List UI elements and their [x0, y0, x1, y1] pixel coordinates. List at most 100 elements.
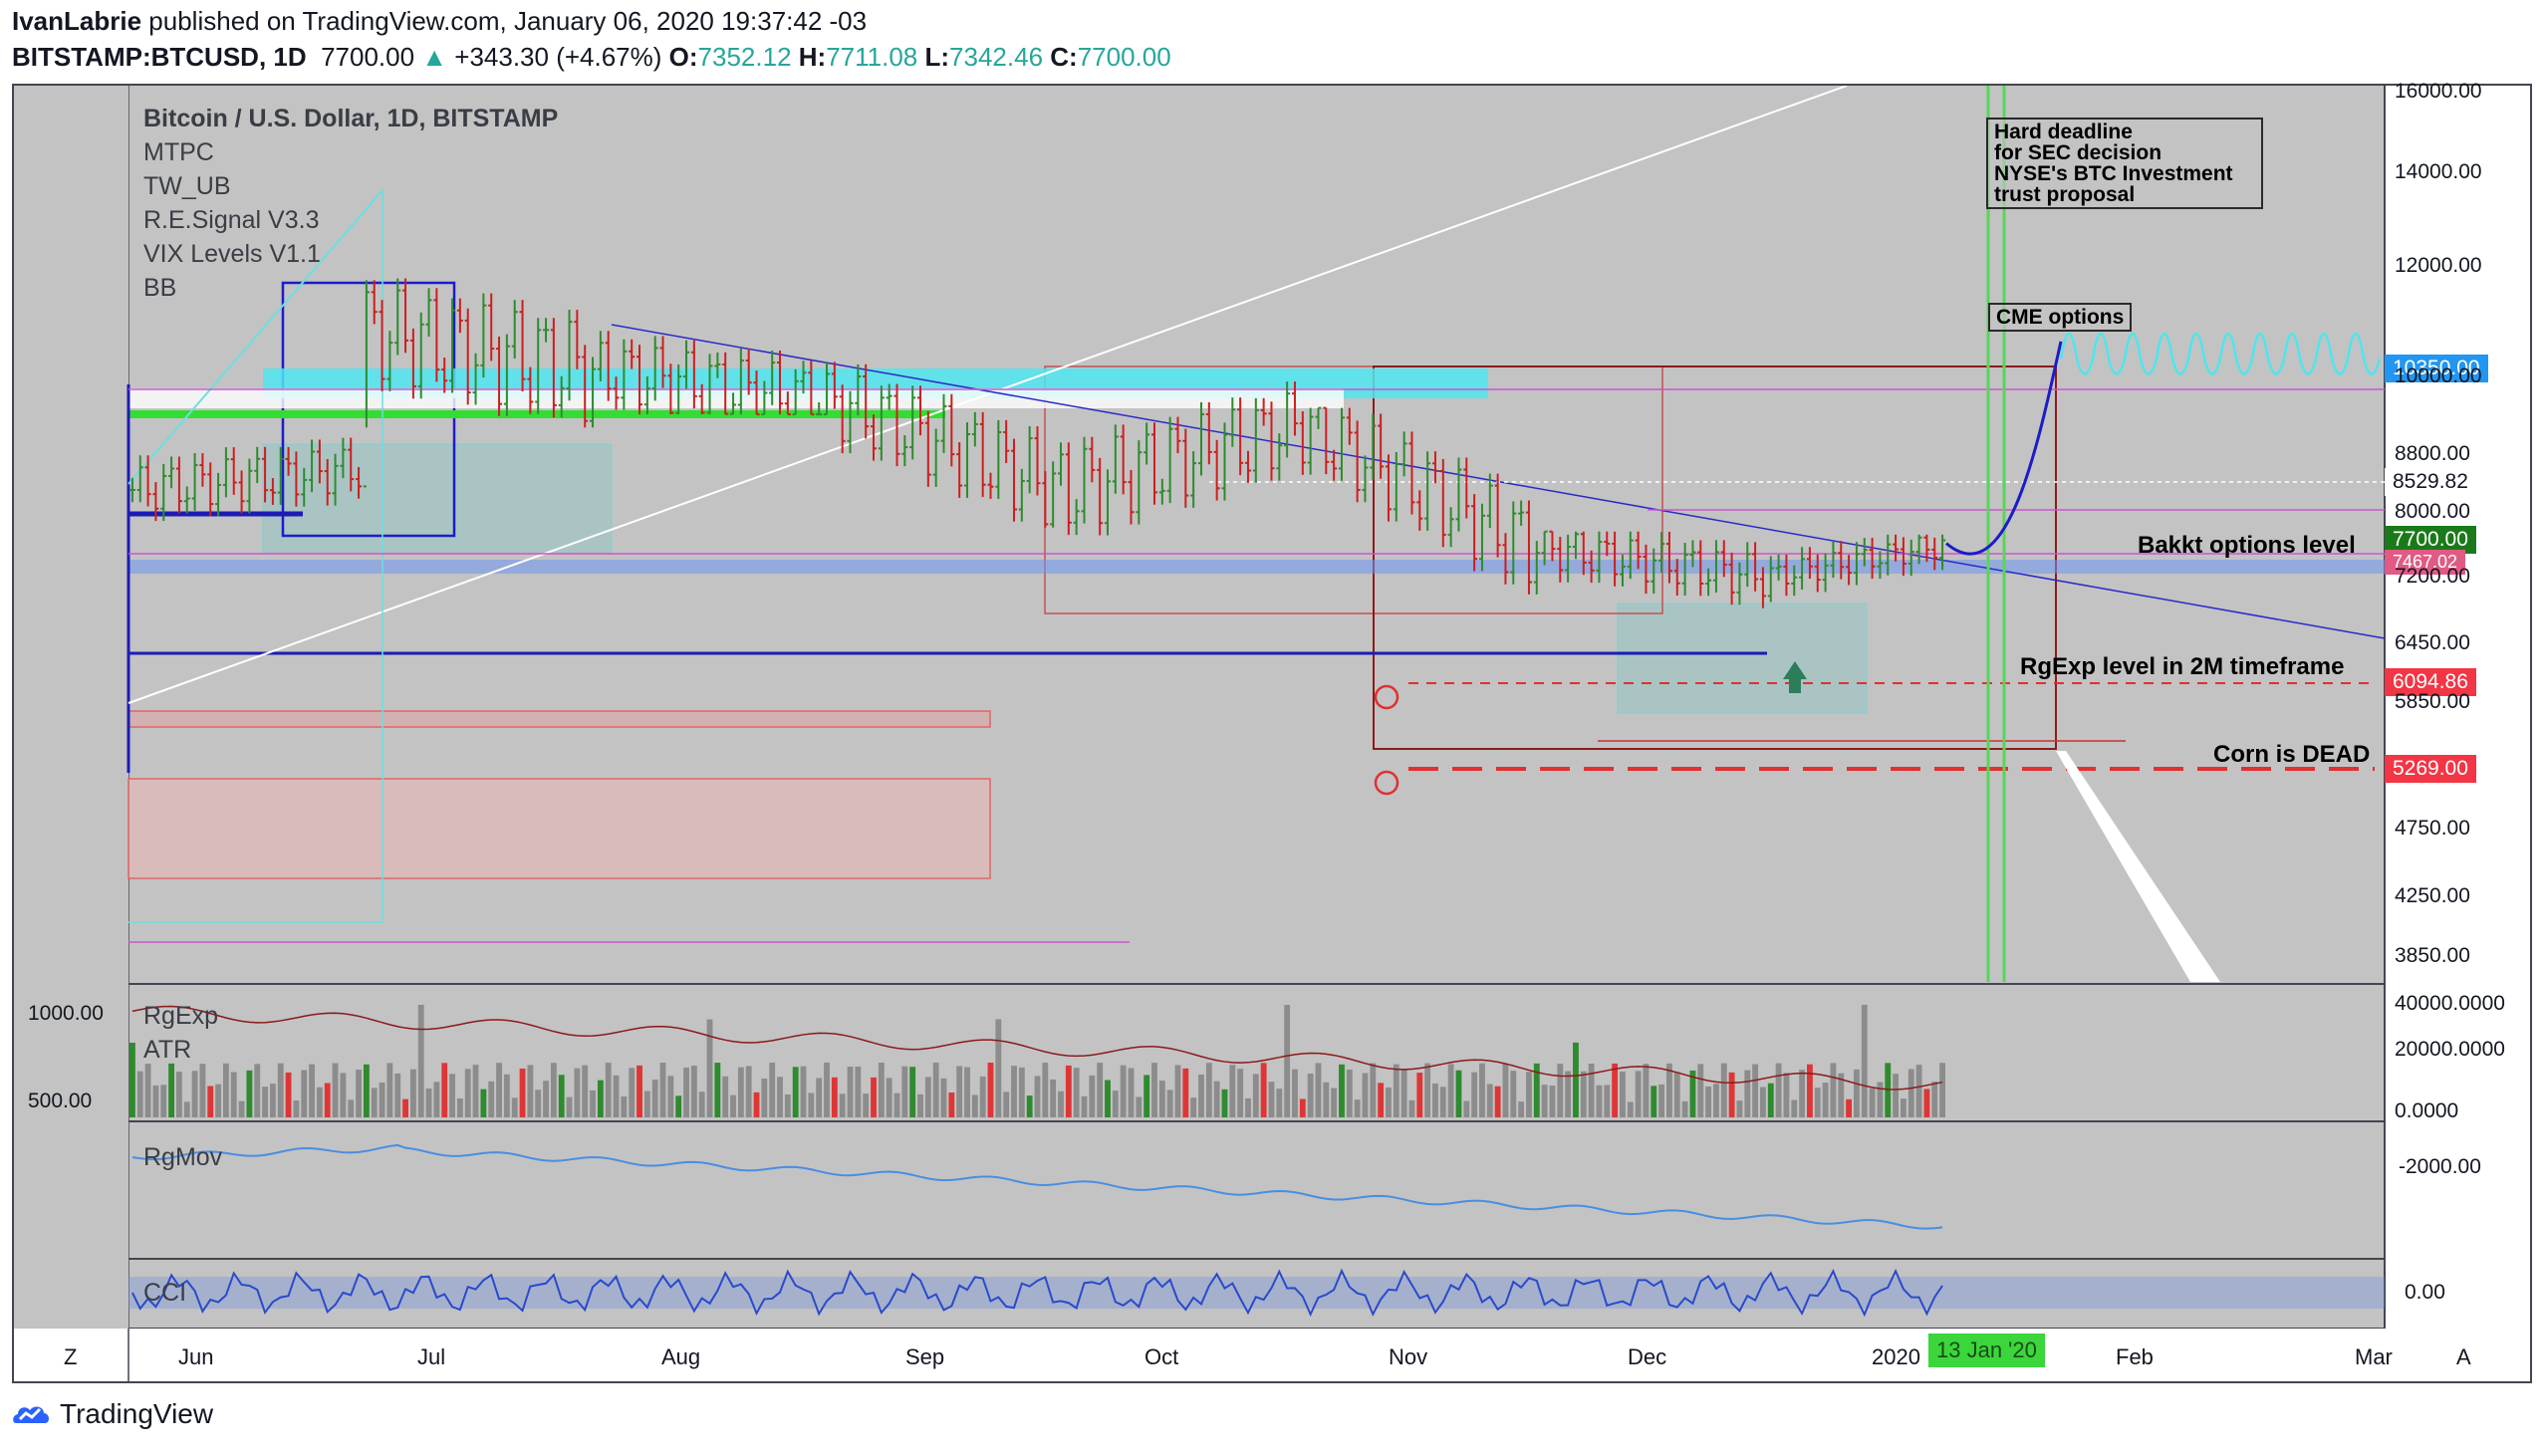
volume-bar	[519, 1068, 526, 1117]
volume-bar	[1292, 1069, 1298, 1117]
volume-bar	[1658, 1084, 1665, 1117]
volume-bar	[1198, 1074, 1204, 1117]
volume-bar	[816, 1078, 823, 1117]
volume-bar	[698, 1092, 705, 1117]
volume-bar	[1120, 1065, 1127, 1117]
volume-bar	[433, 1082, 440, 1117]
price-axis-label: 10000.00	[2395, 364, 2482, 388]
volume-axis-label: 0.0000	[2395, 1099, 2459, 1122]
volume-bar	[1073, 1068, 1080, 1117]
volume-bar	[409, 1069, 416, 1117]
volume-bar	[940, 1078, 947, 1117]
volume-bar	[1869, 1088, 1876, 1117]
time-axis-label: Oct	[1144, 1344, 1179, 1369]
volume-bar	[1822, 1083, 1829, 1117]
volume-bar	[535, 1090, 542, 1117]
volume-bar	[1331, 1088, 1338, 1117]
volume-bar	[230, 1072, 237, 1117]
volume-bar	[1939, 1063, 1945, 1117]
volume-bar	[964, 1067, 970, 1117]
volume-bar	[1166, 1090, 1173, 1117]
volume-bar	[488, 1081, 495, 1117]
volume-bar	[527, 1065, 534, 1117]
author-name[interactable]: IvanLabrie	[12, 6, 142, 36]
publish-info: published on TradingView.com, January 06…	[148, 6, 868, 36]
volume-bar	[1885, 1063, 1892, 1117]
volume-bar	[309, 1064, 315, 1117]
volume-bar	[761, 1079, 768, 1117]
volume-bar	[472, 1065, 479, 1117]
volume-bar	[1799, 1070, 1806, 1117]
volume-bar	[386, 1063, 393, 1117]
volume-bar	[1510, 1071, 1517, 1117]
volume-bar	[324, 1083, 331, 1117]
volume-bar	[1620, 1071, 1626, 1117]
time-axis-bg	[14, 1329, 2530, 1381]
volume-bar	[1689, 1070, 1696, 1117]
legend-indicator[interactable]: VIX Levels V1.1	[143, 240, 321, 268]
volume-bar	[1846, 1098, 1853, 1117]
volume-bar	[574, 1068, 581, 1117]
volume-bar	[199, 1064, 206, 1117]
bakkt-level-label[interactable]: Bakkt options level	[2138, 532, 2356, 559]
volume-bar	[1190, 1097, 1197, 1117]
volume-bar	[1276, 1089, 1283, 1117]
rgexp-level-label[interactable]: RgExp level in 2M timeframe	[2020, 653, 2345, 680]
tradingview-footer[interactable]: TradingView	[12, 1398, 213, 1430]
volume-bar	[1775, 1063, 1782, 1117]
rgmov-axis-label: -2000.00	[2399, 1155, 2481, 1178]
volume-bar	[651, 1080, 658, 1117]
time-axis-label: Jul	[417, 1344, 446, 1369]
volume-bar	[1042, 1063, 1049, 1117]
corner-right-button[interactable]: A	[2456, 1344, 2471, 1369]
sec-deadline-note[interactable]: Hard deadline for SEC decision NYSE's BT…	[1986, 118, 2263, 209]
legend-indicator[interactable]: R.E.Signal V3.3	[143, 206, 320, 234]
trend-line	[127, 189, 383, 485]
volume-bar	[1744, 1070, 1751, 1117]
atr-pane-label: ATR	[143, 1036, 192, 1064]
price-badge-10350: 10350.00	[2385, 355, 2488, 382]
volume-bar	[1128, 1068, 1135, 1117]
volume-bar	[207, 1086, 214, 1117]
volume-bar	[1424, 1063, 1431, 1117]
volume-bar	[722, 1076, 729, 1117]
time-axis-label: Sep	[905, 1344, 945, 1369]
trend-line	[127, 86, 1848, 704]
volume-bar	[1299, 1098, 1306, 1117]
price-axis-label: 3850.00	[2395, 944, 2470, 967]
volume-bar	[831, 1077, 838, 1117]
volume-bar	[1907, 1069, 1914, 1117]
legend-indicator[interactable]: MTPC	[143, 138, 214, 166]
volume-bar	[1549, 1086, 1556, 1117]
volume-bar	[1901, 1098, 1906, 1117]
volume-bar	[1447, 1064, 1454, 1117]
corn-dead-label[interactable]: Corn is DEAD	[2213, 741, 2371, 768]
projection-cyan-wave	[2059, 332, 2382, 375]
volume-bar	[1182, 1068, 1189, 1117]
volume-bar	[1877, 1082, 1884, 1117]
volume-bar	[1720, 1063, 1727, 1117]
volume-bar	[1393, 1064, 1399, 1117]
volume-bar	[1245, 1097, 1251, 1117]
chart-canvas[interactable]	[14, 86, 2530, 1381]
footer-brand: TradingView	[60, 1398, 214, 1429]
volume-bar	[1494, 1086, 1501, 1117]
time-axis-label: Aug	[661, 1344, 701, 1369]
price-axis-label: 4250.00	[2395, 883, 2470, 907]
corner-left-button[interactable]: Z	[64, 1344, 78, 1369]
volume-bar	[496, 1063, 502, 1117]
cme-options-note[interactable]: CME options	[1988, 303, 2133, 332]
projection-wedge	[2056, 751, 2220, 982]
chart-frame[interactable]: Bitcoin / U.S. Dollar, 1D, BITSTAMP MTPC…	[12, 80, 2532, 1383]
legend-indicator[interactable]: BB	[143, 274, 177, 302]
up-triangle-icon: ▲	[421, 42, 448, 72]
volume-bar	[129, 1043, 135, 1117]
legend-indicator[interactable]: TW_UB	[143, 172, 231, 200]
volume-bar	[1003, 1092, 1010, 1117]
volume-bar	[636, 1065, 642, 1117]
volume-bar	[1830, 1063, 1837, 1117]
volume-bar	[886, 1078, 892, 1117]
volume-bar	[1339, 1064, 1345, 1117]
price-axis-label: 7200.00	[2395, 564, 2470, 588]
supply-zone	[127, 778, 991, 879]
